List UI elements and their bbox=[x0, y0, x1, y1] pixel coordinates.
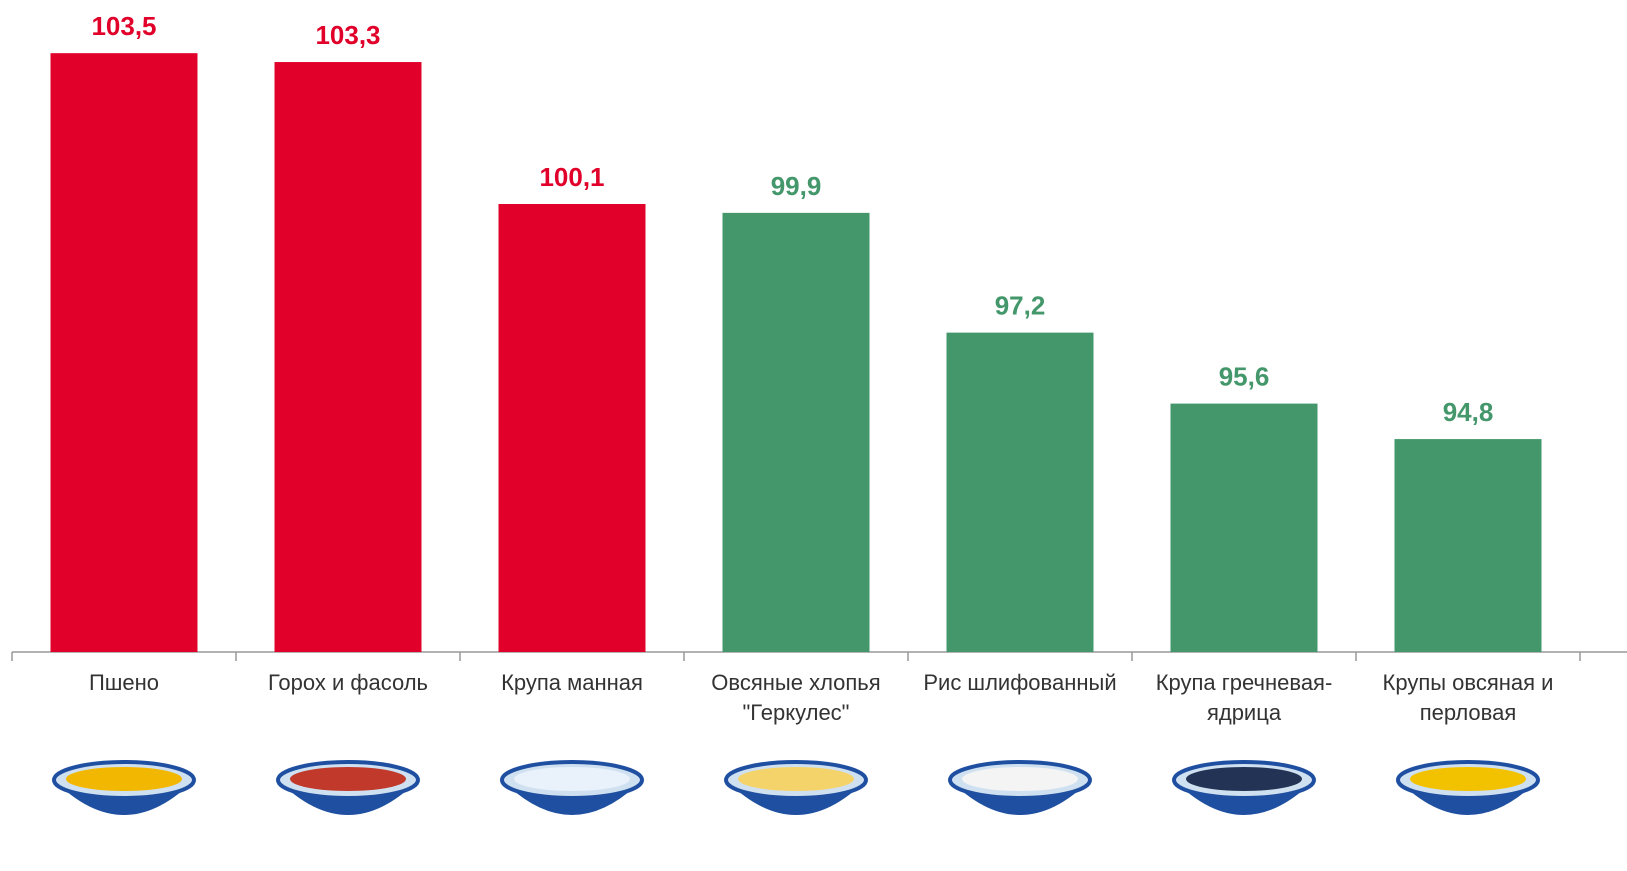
value-label: 99,9 bbox=[771, 171, 822, 201]
bowl-food bbox=[738, 767, 854, 791]
bowl-food bbox=[514, 767, 630, 791]
bowl-food bbox=[1186, 767, 1302, 791]
food-icon bbox=[500, 760, 644, 815]
x-tick-label: Крупы овсяная и перловая bbox=[1382, 670, 1554, 725]
x-tick-label: Пшено bbox=[88, 670, 160, 695]
value-label: 95,6 bbox=[1219, 362, 1270, 392]
value-label: 94,8 bbox=[1443, 397, 1494, 427]
value-label: 97,2 bbox=[995, 291, 1046, 321]
bowl-food bbox=[66, 767, 182, 791]
x-tick-label: Крупа манная bbox=[501, 670, 643, 695]
food-icon bbox=[1172, 760, 1316, 815]
bar bbox=[498, 203, 646, 652]
food-icon bbox=[276, 760, 420, 815]
food-icon bbox=[52, 760, 196, 815]
x-tick-label: Горох и фасоль bbox=[267, 670, 429, 695]
x-tick-label: Рис шлифованный bbox=[923, 670, 1117, 695]
bar bbox=[274, 62, 422, 653]
bar bbox=[946, 332, 1094, 652]
bowl-food bbox=[1410, 767, 1526, 791]
x-tick-label: Овсяные хлопья "Геркулес" bbox=[711, 670, 881, 725]
value-label: 103,3 bbox=[315, 20, 380, 50]
value-label: 100,1 bbox=[539, 162, 604, 192]
bowl-food bbox=[290, 767, 406, 791]
value-label: 103,5 bbox=[91, 11, 156, 41]
food-icon bbox=[948, 760, 1092, 815]
x-tick-label: Крупа гречневая-ядрица bbox=[1155, 670, 1333, 725]
food-icon bbox=[1396, 760, 1540, 815]
bar bbox=[722, 212, 870, 652]
food-icon bbox=[724, 760, 868, 815]
bar bbox=[1170, 403, 1318, 652]
bar bbox=[1394, 439, 1542, 652]
bowl-food bbox=[962, 767, 1078, 791]
bar bbox=[50, 53, 198, 652]
